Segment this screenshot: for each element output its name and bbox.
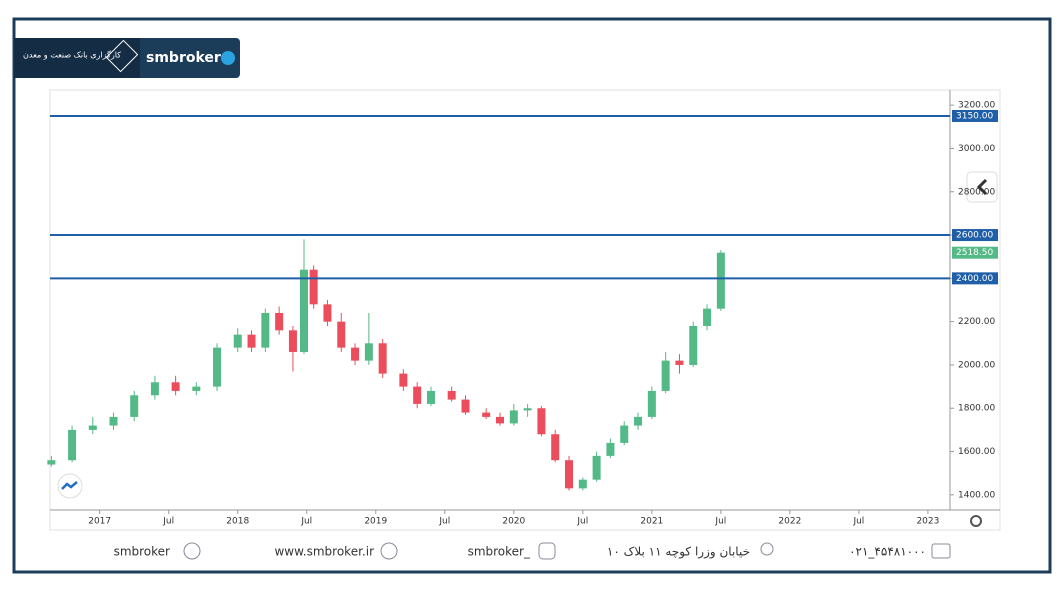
candle-body [299,269,308,352]
candle-body [323,304,332,322]
brand-name: smbroker [146,50,221,66]
candle-body [378,343,387,374]
candle-body [634,416,643,426]
candle-body [288,330,297,352]
candle-body [447,390,456,400]
footer-website: www.smbroker.ir [274,545,374,559]
y-tick-label: 1600.00 [958,447,995,457]
phone-icon [931,543,951,559]
candle-body [716,252,725,309]
candle-body [537,408,546,435]
candle-body [675,360,684,365]
last-price-tag [952,246,998,259]
candle-body [509,410,518,424]
candle-body [647,390,656,417]
last-price-label: 2518.50 [956,248,993,258]
pin-icon [760,542,774,556]
candle-body [565,460,574,489]
candle-body [309,269,318,305]
candle-body [496,416,504,424]
candle-body [661,360,670,391]
level-tag [952,229,998,242]
candle-body [47,460,56,465]
y-tick-label: 1800.00 [958,404,995,414]
candle-body [351,347,360,361]
candle-body [337,321,346,348]
telegram-icon [221,51,235,65]
candle-body [247,334,256,348]
candle-body [689,325,698,365]
level-label: 2600.00 [956,231,993,241]
candle-body [703,308,712,326]
y-tick-label: 3200.00 [958,101,995,111]
candle-body [461,399,470,413]
footer-instagram: smbroker_ [468,545,531,559]
logo-icon [105,39,139,73]
candle-body [592,455,601,480]
footer-address: خیابان وزرا کوچه ۱۱ بلاک ۱۰ [607,545,750,560]
x-tick-label: 2021 [640,517,663,527]
candle-body [68,429,77,461]
candle-body [399,373,408,387]
candle-body [523,408,532,411]
candle-body [213,347,222,387]
x-tick-label: 2023 [916,517,939,527]
candle-body [261,312,270,348]
candle-body [482,412,491,417]
x-tick-label: Jul [438,517,450,527]
x-tick-label: 2019 [364,517,387,527]
candle-body [130,395,139,417]
level-tag [952,272,998,285]
level-tag [952,109,998,122]
x-tick-label: 2020 [502,517,525,527]
globe-icon [380,542,398,560]
y-tick-label: 1400.00 [958,490,995,500]
y-tick-label: 2200.00 [958,317,995,327]
candle-body [426,390,435,404]
frame [12,17,1052,574]
x-tick-label: Jul [576,517,588,527]
tv-logo-mark [61,481,78,490]
x-tick-label: 2022 [778,517,801,527]
candle-body [364,343,373,361]
scroll-button[interactable] [966,171,998,203]
y-tick-label: 3000.00 [958,144,995,154]
telegram-outline-icon [183,542,201,560]
y-tick-label: 2800.00 [958,187,995,197]
candle-body [192,386,201,391]
candle-body [620,425,629,443]
candle-body [551,434,560,461]
candle-body [606,442,615,456]
x-tick-label: Jul [162,517,174,527]
candle-body [275,312,284,331]
y-tick-label: 2000.00 [958,360,995,370]
chart-area [49,89,1001,531]
candle-body [233,334,242,348]
footer-telegram: smbroker [114,545,170,559]
x-tick-label: 2018 [226,517,249,527]
candle-body [171,382,180,391]
x-tick-label: Jul [852,517,864,527]
candle-body [88,425,97,430]
candle-body [578,479,587,489]
level-label: 2400.00 [956,274,993,284]
level-label: 3150.00 [956,111,993,121]
settings-icon[interactable] [970,515,982,527]
candle-body [413,386,422,404]
instagram-icon [538,542,556,560]
candle-body [150,382,159,396]
x-tick-label: 2017 [88,517,111,527]
arrow-icon [976,178,988,196]
brand-fa: کارگزاری بانک صنعت و معدن [23,50,121,60]
footer-phone: ۰۲۱_۴۵۴۸۱۰۰۰ [849,545,926,559]
x-tick-label: Jul [714,517,726,527]
candle-body [109,416,118,426]
x-tick-label: Jul [300,517,312,527]
